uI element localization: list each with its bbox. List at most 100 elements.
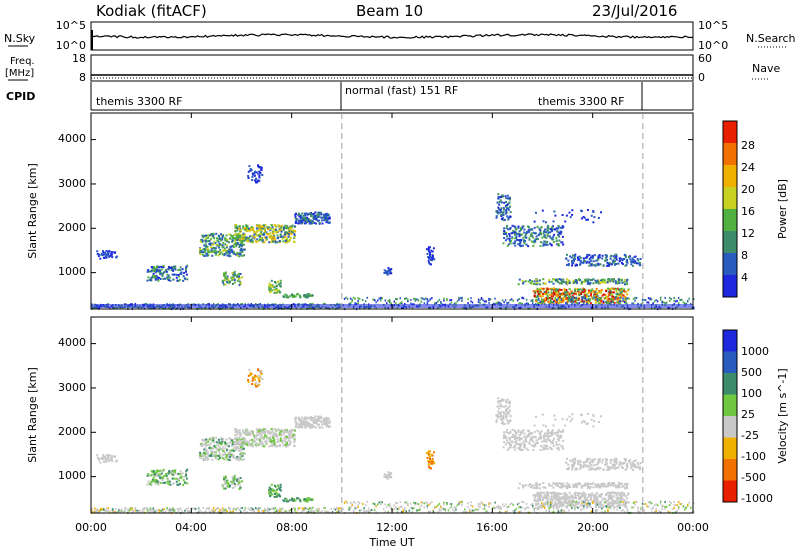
power-cell [557, 294, 559, 296]
power-cell [231, 279, 233, 281]
power-cell [270, 228, 272, 230]
power-cell [256, 241, 258, 243]
velocity-cell [232, 481, 234, 483]
power-cell [591, 215, 593, 217]
power-cell [237, 242, 239, 244]
velocity-cell [429, 458, 431, 460]
velocity-cell [318, 424, 320, 426]
velocity-cell [503, 437, 505, 439]
power-cell [284, 236, 286, 238]
power-cell [224, 243, 226, 245]
power-cell [470, 297, 472, 299]
velocity-cell [506, 419, 508, 421]
velocity-cell [584, 464, 586, 466]
power-cell [616, 290, 618, 292]
power-cell [537, 302, 539, 304]
power-cell [619, 289, 621, 291]
velocity-cell [595, 467, 597, 469]
velocity-cell [97, 457, 99, 459]
power-cell [617, 263, 619, 265]
power-cell [514, 233, 516, 235]
velocity-cell [553, 438, 555, 440]
velocity-cell [258, 430, 260, 432]
velocity-cell [206, 459, 208, 461]
velocity-cell [276, 495, 278, 497]
power-cell [600, 263, 602, 265]
power-cell [236, 252, 238, 254]
velocity-cell [592, 461, 594, 463]
velocity-cell [383, 476, 385, 478]
power-cell [606, 262, 608, 264]
velocity-cell [172, 478, 174, 480]
power-cell [503, 301, 505, 303]
power-cell [520, 239, 522, 241]
power-cell [437, 301, 439, 303]
power-cell [415, 300, 417, 302]
velocity-cell [284, 498, 286, 500]
power-cell [111, 256, 113, 258]
velocity-cell [270, 441, 272, 443]
power-cell [554, 215, 556, 217]
velocity-cell [529, 434, 531, 436]
power-cell [585, 219, 587, 221]
power-cell [678, 302, 680, 304]
power-cell [276, 231, 278, 233]
power-cell [590, 290, 592, 292]
power-cell [562, 300, 564, 302]
power-cell [428, 257, 430, 259]
velocity-cell [549, 439, 551, 441]
power-cell [571, 209, 573, 211]
velocity-cell [505, 401, 507, 403]
velocity-cell [567, 487, 569, 489]
power-cell [176, 274, 178, 276]
velocity-cell [226, 482, 228, 484]
velocity-cell [606, 466, 608, 468]
power-cell [261, 167, 263, 169]
velocity-cell [270, 445, 272, 447]
power-cell [543, 241, 545, 243]
power-cell [544, 236, 546, 238]
velocity-cell [500, 418, 502, 420]
velocity-cell [535, 483, 537, 485]
power-cell [604, 282, 606, 284]
cpid-label: CPID [6, 90, 35, 103]
power-cell [571, 297, 573, 299]
velocity-cell [536, 442, 538, 444]
velocity-cell [600, 467, 602, 469]
power-cell [374, 299, 376, 301]
power-cell [295, 222, 297, 224]
power-cell [585, 297, 587, 299]
velocity-cell [545, 435, 547, 437]
power-cell [539, 279, 541, 281]
power-cell [230, 277, 232, 279]
power-cell [586, 299, 588, 301]
power-cell [251, 235, 253, 237]
power-cell [595, 289, 597, 291]
power-cell [648, 302, 650, 304]
power-cell [228, 255, 230, 257]
power-cell [319, 223, 321, 225]
power-cell [180, 273, 182, 275]
velocity-cell [220, 443, 222, 445]
power-cell [243, 254, 245, 256]
velocity-cell [186, 482, 188, 484]
velocity-cell [503, 418, 505, 420]
velocity-cell [539, 483, 541, 485]
power-cell [183, 275, 185, 277]
power-cell [200, 241, 202, 243]
power-cell [533, 290, 535, 292]
velocity-cell [559, 482, 561, 484]
power-cell [534, 241, 536, 243]
power-cell [495, 210, 497, 212]
power-cell [553, 279, 555, 281]
velocity-cell [575, 468, 577, 470]
velocity-cell [313, 422, 315, 424]
power-cell [172, 279, 174, 281]
power-cell [592, 257, 594, 259]
power-cell [510, 211, 512, 213]
velocity-cell [604, 483, 606, 485]
power-cell [558, 240, 560, 242]
power-cell [232, 239, 234, 241]
velocity-cell [286, 436, 288, 438]
power-cell [272, 226, 274, 228]
